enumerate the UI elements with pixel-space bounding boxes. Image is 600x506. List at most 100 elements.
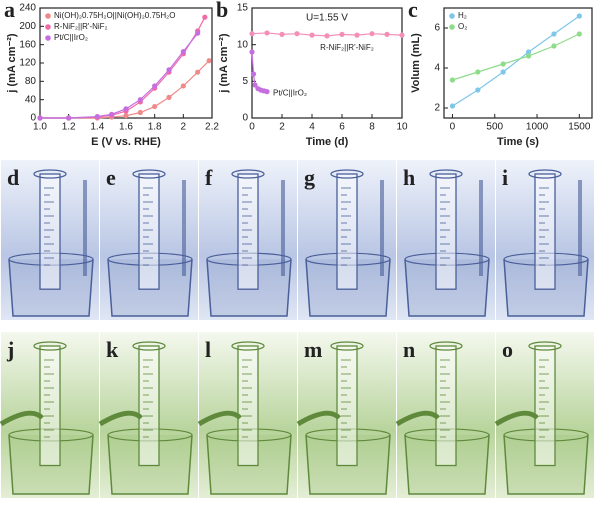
y-tick-label: 6 <box>434 23 440 34</box>
tube <box>98 410 143 427</box>
data-point <box>369 31 375 37</box>
cylinder-top <box>429 341 463 351</box>
photo-panel: j <box>0 332 99 498</box>
y-tick-label: 120 <box>19 58 36 69</box>
y-axis-title: j (mA cm⁻²) <box>6 33 18 94</box>
y-tick-label: 4 <box>434 63 440 74</box>
annotation: U=1.55 V <box>306 13 348 24</box>
data-point <box>525 53 532 59</box>
y-tick-label: 0 <box>242 113 248 124</box>
cylinder-top <box>528 169 562 179</box>
data-point <box>166 94 172 100</box>
data-point <box>123 113 129 119</box>
photo-label: l <box>205 337 211 362</box>
data-point <box>449 103 456 109</box>
y-tick-label: 200 <box>19 21 36 32</box>
x-tick-label: 2 <box>181 122 187 133</box>
data-point <box>66 115 72 121</box>
data-point <box>324 33 330 39</box>
data-point <box>551 43 557 49</box>
cylinder <box>138 345 160 467</box>
data-point <box>449 77 456 83</box>
photo-panel: g <box>298 160 396 320</box>
series-line <box>40 32 199 119</box>
legend-marker <box>449 13 455 19</box>
photo-label: h <box>403 165 415 190</box>
cylinder-top <box>330 169 364 179</box>
photo-panel: l <box>197 332 297 498</box>
stand <box>479 180 483 276</box>
x-tick-label: 2 <box>279 122 285 133</box>
stand <box>182 180 186 276</box>
y-tick-label: 240 <box>19 3 36 14</box>
data-point <box>152 103 158 110</box>
photo-label: g <box>304 165 315 190</box>
cylinder-top <box>132 341 166 351</box>
cylinder-top <box>231 341 265 351</box>
x-axis-title: Time (d) <box>306 136 349 148</box>
y-tick-label: 80 <box>25 76 37 87</box>
cylinder-top <box>33 341 67 351</box>
data-point <box>37 115 43 121</box>
y-axis-title: Volum (mL) <box>410 33 422 93</box>
data-point <box>109 111 115 117</box>
cylinder <box>39 345 61 467</box>
data-point <box>576 13 582 19</box>
cylinder-top <box>429 169 463 179</box>
tube <box>0 410 44 427</box>
data-point <box>354 32 360 38</box>
panel-label: c <box>408 0 418 22</box>
panel-label: b <box>216 0 228 22</box>
x-tick-label: 1000 <box>526 122 549 133</box>
series-label: R-NiF₂||R'-NiF₂ <box>320 43 374 52</box>
stand <box>380 180 384 276</box>
photo-label: i <box>502 165 508 190</box>
y-tick-label: 160 <box>19 39 36 50</box>
x-tick-label: 1.8 <box>148 122 162 133</box>
data-point <box>137 109 143 116</box>
legend-label: O₂ <box>458 22 467 31</box>
legend-marker <box>45 13 51 19</box>
series-line <box>452 15 580 107</box>
data-point <box>166 67 172 73</box>
photo-panel: n <box>395 332 495 498</box>
legend-marker <box>449 24 455 30</box>
data-point <box>180 83 186 89</box>
stand <box>578 180 582 276</box>
data-point <box>399 32 405 38</box>
data-point <box>195 69 201 75</box>
legend-label: Pt/C||IrO₂ <box>54 33 88 42</box>
data-point <box>249 49 255 55</box>
data-point <box>475 69 481 75</box>
y-tick-label: 5 <box>242 76 248 87</box>
photo-label: d <box>7 165 19 190</box>
cylinder <box>435 345 457 467</box>
data-point <box>249 31 255 37</box>
data-point <box>500 61 506 67</box>
y-tick-label: 15 <box>237 3 249 14</box>
data-point <box>279 31 285 37</box>
cylinder <box>237 345 259 467</box>
cylinder-top <box>33 169 67 179</box>
data-point <box>309 32 315 38</box>
legend-label: Ni(OH)₂0.75H₂O||Ni(OH)₂0.75H₂O <box>54 11 175 20</box>
data-point <box>475 87 481 93</box>
stand <box>83 180 87 276</box>
x-tick-label: 500 <box>486 122 503 133</box>
data-point <box>525 49 532 55</box>
data-point <box>137 97 143 103</box>
data-point <box>180 48 186 55</box>
data-point <box>206 58 212 64</box>
x-tick-label: 10 <box>396 122 408 133</box>
series-line <box>452 33 580 81</box>
x-tick-label: 4 <box>309 122 315 133</box>
data-point <box>551 31 557 37</box>
photo-panel: d <box>1 160 99 320</box>
plot-frame <box>443 7 593 119</box>
cylinder-top <box>231 169 265 179</box>
photo-panel: k <box>98 332 198 498</box>
data-point <box>384 31 390 37</box>
x-tick-label: 1.4 <box>90 122 104 133</box>
x-axis-title: E (V vs. RHE) <box>91 136 161 148</box>
